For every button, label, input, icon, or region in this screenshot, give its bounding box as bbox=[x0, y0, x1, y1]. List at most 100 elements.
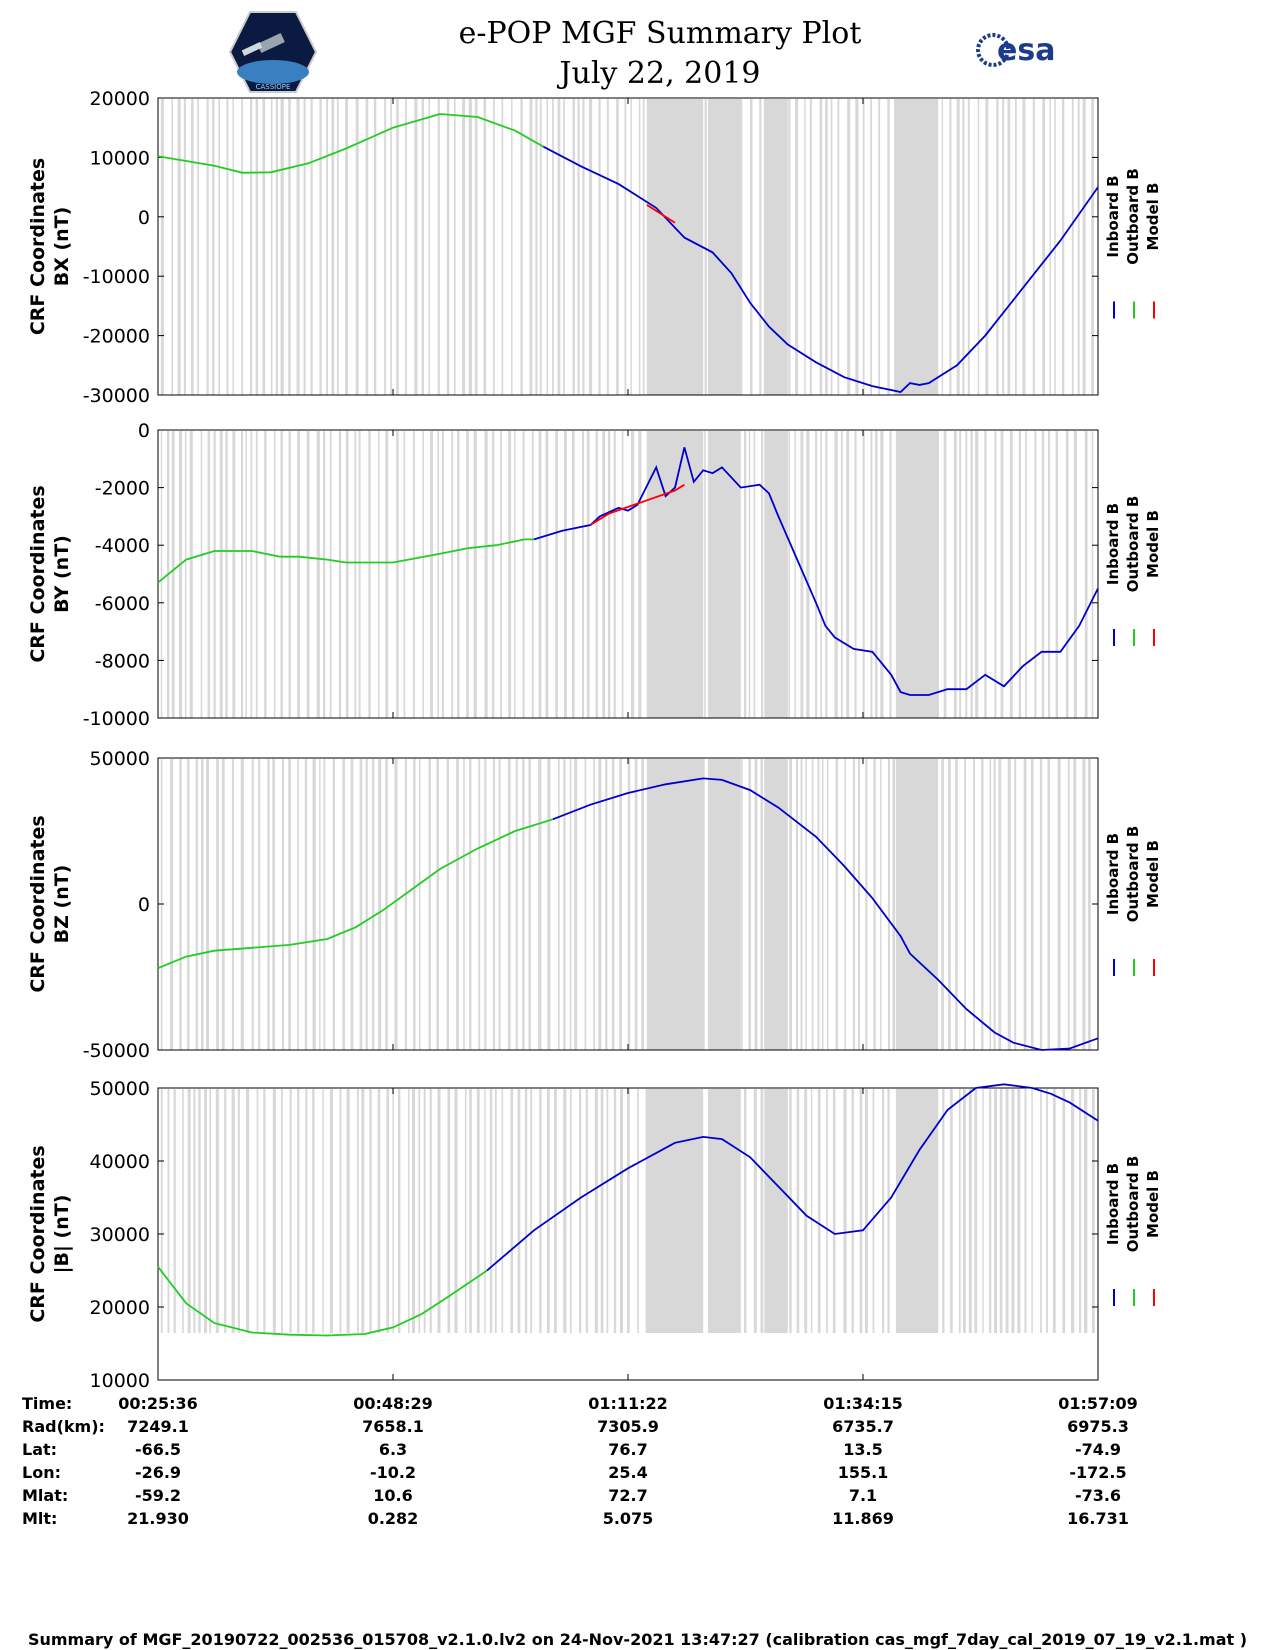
gap-line bbox=[498, 759, 501, 1050]
gap-line bbox=[805, 759, 807, 1050]
gap-line bbox=[206, 99, 209, 395]
gap-line bbox=[1091, 99, 1095, 395]
gap-line bbox=[359, 759, 363, 1050]
gap-line bbox=[820, 431, 822, 718]
gap-line bbox=[761, 431, 764, 718]
gap-line bbox=[447, 1089, 451, 1333]
gap-line bbox=[1071, 1089, 1075, 1333]
info-cell: -73.6 bbox=[1074, 1486, 1122, 1505]
info-row-label: Lat: bbox=[22, 1440, 58, 1459]
gap-line bbox=[296, 99, 300, 395]
gap-line bbox=[789, 1089, 792, 1333]
gap-line bbox=[412, 1089, 416, 1333]
gap-line bbox=[577, 99, 580, 395]
gap-line bbox=[378, 431, 380, 718]
info-cell: 10.6 bbox=[373, 1486, 413, 1505]
gap-line bbox=[1018, 431, 1022, 718]
gap-line bbox=[563, 759, 566, 1050]
gap-line bbox=[282, 759, 285, 1050]
gap-line bbox=[378, 759, 382, 1050]
gap-line bbox=[457, 431, 460, 718]
gap-line bbox=[968, 1089, 972, 1333]
gap-line bbox=[1082, 759, 1086, 1050]
gap-line bbox=[288, 431, 291, 718]
gap-line bbox=[345, 431, 349, 718]
gap-line bbox=[607, 431, 611, 718]
gap-line bbox=[889, 431, 892, 718]
gap-line bbox=[219, 431, 223, 718]
gap-line bbox=[851, 1089, 854, 1333]
gap-line bbox=[574, 759, 578, 1050]
gap-line bbox=[187, 1089, 191, 1333]
gap-line bbox=[361, 1089, 365, 1333]
gap-line bbox=[973, 759, 975, 1050]
gap-line bbox=[993, 759, 996, 1050]
logo-left-text: CASSIOPE bbox=[256, 83, 291, 91]
gap-line bbox=[212, 99, 215, 395]
gap-line bbox=[826, 1089, 828, 1333]
gap-line bbox=[530, 1089, 533, 1333]
gap-line bbox=[581, 431, 585, 718]
gap-line bbox=[468, 99, 472, 395]
gap-line bbox=[586, 431, 590, 718]
gap-line bbox=[441, 431, 444, 718]
gap-line bbox=[585, 1089, 588, 1333]
gap-line bbox=[237, 1089, 240, 1333]
y-axis-label-line-1: CRF Coordinates bbox=[27, 1145, 49, 1322]
gap-line bbox=[834, 431, 838, 718]
gap-line bbox=[963, 1089, 966, 1333]
gap-line bbox=[1082, 99, 1086, 395]
gap-line bbox=[965, 431, 968, 718]
gap-line bbox=[345, 99, 349, 395]
gap-line bbox=[396, 99, 399, 395]
info-cell: -74.9 bbox=[1074, 1440, 1122, 1459]
gap-line bbox=[887, 759, 891, 1050]
logo-right-text: esa bbox=[997, 33, 1055, 68]
gap-line bbox=[451, 431, 454, 718]
gap-line bbox=[428, 99, 431, 395]
gap-line bbox=[819, 99, 823, 395]
gap-line bbox=[950, 1089, 953, 1333]
y-tick-label: 0 bbox=[138, 420, 150, 442]
gap-line bbox=[258, 759, 261, 1050]
gap-line bbox=[754, 759, 758, 1050]
gap-line bbox=[572, 431, 575, 718]
gap-line bbox=[956, 99, 960, 395]
gap-line bbox=[760, 1089, 764, 1333]
gap-line bbox=[743, 1089, 747, 1333]
gap-line bbox=[977, 99, 980, 395]
chart-panel-3: 50000 0 -50000 CRF Coordinates BZ (nT) Inboar… bbox=[27, 748, 1162, 1062]
info-row-label: Mlat: bbox=[22, 1486, 69, 1505]
gap-line bbox=[329, 1089, 333, 1333]
gap-line bbox=[221, 759, 225, 1050]
y-tick-label: 10000 bbox=[90, 1370, 150, 1392]
gap-band bbox=[707, 1089, 741, 1333]
gap-line bbox=[171, 431, 175, 718]
gap-line bbox=[985, 99, 989, 395]
gap-line bbox=[582, 99, 585, 395]
info-cell: 7305.9 bbox=[597, 1417, 659, 1436]
gap-line bbox=[476, 1089, 480, 1333]
gap-line bbox=[811, 759, 814, 1050]
gap-line bbox=[182, 1089, 184, 1333]
gap-line bbox=[994, 431, 997, 718]
gap-line bbox=[454, 99, 456, 395]
info-cell: 00:48:29 bbox=[353, 1394, 433, 1413]
gap-line bbox=[179, 759, 182, 1050]
series-inboard-b bbox=[486, 1083, 1099, 1272]
gap-line bbox=[825, 431, 828, 718]
chart-panel-2: 0 -2000 -4000 -6000 -8000 -10000 CRF Coordinat… bbox=[27, 420, 1162, 730]
gap-line bbox=[999, 1089, 1003, 1333]
gap-line bbox=[558, 759, 560, 1050]
gap-line bbox=[241, 99, 243, 395]
gap-line bbox=[749, 99, 753, 395]
info-cell: 76.7 bbox=[608, 1440, 648, 1459]
gap-line bbox=[173, 1089, 176, 1333]
gap-line bbox=[193, 1089, 196, 1333]
gap-line bbox=[183, 99, 186, 395]
gap-line bbox=[520, 99, 523, 395]
gap-line bbox=[437, 1089, 441, 1333]
gap-line bbox=[264, 431, 267, 718]
gap-line bbox=[598, 99, 601, 395]
